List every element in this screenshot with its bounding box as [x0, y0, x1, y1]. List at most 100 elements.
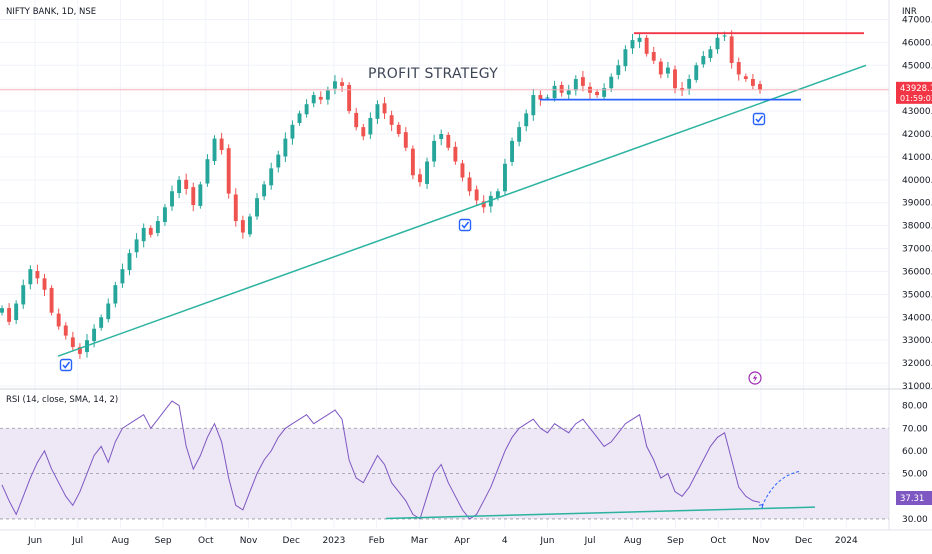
price-tick-label: 45000.00 [902, 61, 932, 71]
price-tick-label: 38000.00 [902, 222, 932, 232]
candle-body [21, 285, 26, 305]
candle-body [354, 112, 359, 128]
candle-body [736, 62, 741, 75]
rsi-line [1, 400, 761, 520]
candle-body [63, 325, 68, 336]
candle-body [340, 82, 344, 86]
candle-body [524, 113, 529, 127]
candle-body [347, 84, 352, 112]
candle-body [177, 179, 182, 194]
time-tick-label: Dec [282, 536, 299, 546]
candle-body [425, 161, 429, 184]
time-tick-label: 4 [502, 536, 508, 546]
candle-body [170, 191, 174, 207]
time-tick-label: Nov [240, 536, 258, 546]
price-tick-label: 40000.00 [902, 176, 932, 186]
candle-body [722, 35, 727, 37]
candle-body [219, 138, 224, 151]
candle-body [481, 201, 486, 208]
candle-body [559, 84, 564, 93]
price-tick-label: 34000.00 [902, 313, 932, 323]
candle-body [56, 313, 61, 327]
price-tick-label: 41000.00 [902, 153, 932, 163]
candle-body [545, 97, 550, 99]
candle-body [120, 269, 125, 284]
candle-body [538, 95, 543, 100]
symbol-label: NIFTY BANK, 1D, NSE [6, 7, 96, 17]
candle-body [155, 221, 160, 233]
candle-body [552, 85, 557, 99]
time-tick-label: 2024 [835, 536, 858, 546]
candle-body [191, 187, 196, 206]
candle-body [665, 67, 670, 74]
time-tick-label: 2023 [322, 536, 345, 546]
currency-label: INR [902, 7, 917, 17]
rsi-trendline [385, 506, 816, 520]
price-tick-label: 35000.00 [902, 290, 932, 300]
candle-body [0, 308, 4, 313]
arrow-head-icon [758, 503, 764, 509]
rsi-tick-label: 30.00 [902, 515, 928, 525]
candle-body [503, 163, 507, 192]
time-tick-label: Apr [454, 536, 470, 546]
price-tick-label: 43000.00 [902, 107, 932, 117]
candle-body [680, 88, 685, 91]
time-tick-label: Sep [667, 536, 684, 546]
time-tick-label: Sep [155, 536, 172, 546]
candle-body [750, 79, 755, 86]
trendline [57, 64, 867, 357]
lightning-icon[interactable] [748, 371, 762, 385]
candle-body [623, 49, 628, 67]
candle-body [566, 90, 571, 95]
candle-body [701, 56, 706, 65]
candle-body [580, 77, 585, 86]
candle-body [141, 227, 146, 242]
candle-body [446, 134, 451, 148]
time-tick-label: Nov [752, 536, 770, 546]
rsi-label: RSI (14, close, SMA, 14, 2) [6, 395, 118, 405]
candle-body [148, 227, 153, 235]
candle-body [318, 96, 323, 100]
candle-body [212, 138, 217, 162]
candle-body [113, 285, 118, 304]
annotation-text: PROFIT STRATEGY [368, 66, 498, 82]
candle-body [517, 127, 522, 142]
candle-body [240, 220, 245, 233]
time-tick-label: Mar [411, 536, 428, 546]
candle-body [49, 287, 54, 313]
candle-body [595, 91, 600, 96]
time-tick-label: Oct [198, 536, 214, 546]
candle-body [495, 191, 500, 198]
candle-body [403, 132, 408, 148]
candle-body [382, 103, 387, 114]
price-tick-label: 42000.00 [902, 130, 932, 140]
time-tick-label: Aug [624, 536, 642, 546]
candle-body [276, 154, 281, 168]
candle-body [77, 347, 82, 354]
time-tick-label: Jul [584, 536, 596, 546]
candle-body [637, 37, 642, 42]
price-tick-label: 39000.00 [902, 199, 932, 209]
candle-body [35, 270, 40, 279]
rsi-badge-value: 37.31 [900, 494, 924, 504]
candle-body [7, 308, 12, 322]
candle-body [687, 79, 692, 89]
checkbox-icon [59, 358, 73, 372]
price-tick-label: 36000.00 [902, 267, 932, 277]
candle-body [453, 146, 458, 162]
candle-body [226, 148, 231, 194]
checkbox-icon [458, 218, 472, 232]
time-tick-label: Jun [27, 536, 42, 546]
candle-body [311, 95, 316, 104]
time-tick-label: Feb [369, 536, 385, 546]
candle-body [616, 65, 621, 75]
candle-body [134, 239, 139, 253]
time-tick-label: Oct [710, 536, 726, 546]
candle-body [368, 117, 373, 135]
time-tick-label: Jul [71, 536, 83, 546]
candle-body [290, 124, 295, 139]
candle-body [460, 163, 465, 178]
candle-body [673, 69, 677, 89]
price-tick-label: 31000.00 [902, 382, 932, 392]
